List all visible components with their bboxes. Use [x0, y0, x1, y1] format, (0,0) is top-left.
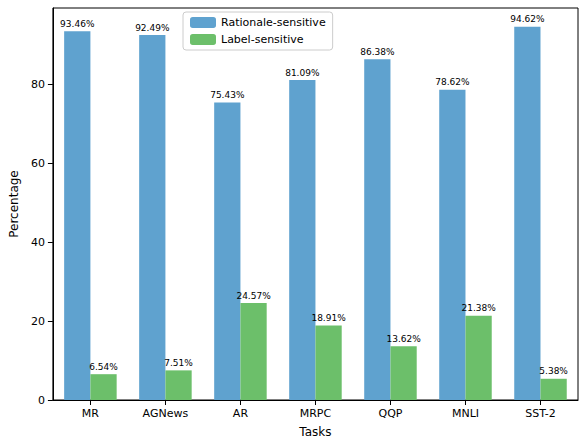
- svg-text:24.57%: 24.57%: [236, 291, 271, 301]
- svg-text:Rationale-sensitive: Rationale-sensitive: [221, 16, 326, 29]
- svg-text:21.38%: 21.38%: [461, 303, 496, 313]
- svg-text:20: 20: [31, 315, 45, 328]
- svg-text:MNLI: MNLI: [452, 407, 479, 420]
- svg-text:QQP: QQP: [378, 407, 402, 420]
- svg-text:SST-2: SST-2: [525, 407, 556, 420]
- svg-text:81.09%: 81.09%: [285, 68, 320, 78]
- svg-text:60: 60: [31, 157, 45, 170]
- svg-text:75.43%: 75.43%: [210, 90, 245, 100]
- svg-text:92.49%: 92.49%: [135, 23, 170, 33]
- svg-text:80: 80: [31, 78, 45, 91]
- svg-text:7.51%: 7.51%: [164, 358, 193, 368]
- svg-text:MRPC: MRPC: [300, 407, 332, 420]
- svg-text:40: 40: [31, 236, 45, 249]
- svg-text:Tasks: Tasks: [298, 425, 331, 439]
- svg-text:93.46%: 93.46%: [60, 19, 95, 29]
- svg-text:MR: MR: [82, 407, 99, 420]
- svg-text:18.91%: 18.91%: [311, 313, 346, 323]
- svg-text:AR: AR: [233, 407, 249, 420]
- svg-text:Label-sensitive: Label-sensitive: [221, 33, 304, 46]
- svg-text:86.38%: 86.38%: [360, 47, 395, 57]
- svg-text:Percentage: Percentage: [7, 170, 21, 238]
- svg-text:0: 0: [38, 394, 45, 407]
- svg-text:6.54%: 6.54%: [89, 362, 118, 372]
- svg-text:5.38%: 5.38%: [539, 366, 568, 376]
- svg-text:AGNews: AGNews: [143, 407, 189, 420]
- svg-text:94.62%: 94.62%: [510, 14, 545, 24]
- svg-text:78.62%: 78.62%: [435, 77, 470, 87]
- svg-text:13.62%: 13.62%: [386, 334, 421, 344]
